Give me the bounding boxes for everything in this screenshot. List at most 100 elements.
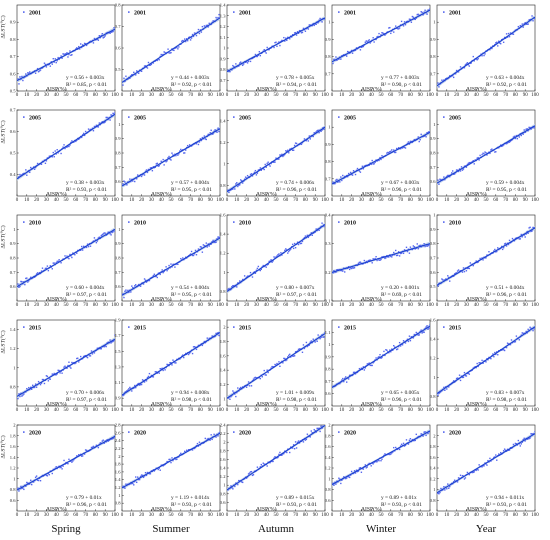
data-point <box>274 41 276 44</box>
data-point <box>293 355 296 357</box>
data-point <box>146 376 149 379</box>
data-point <box>461 169 464 171</box>
x-tick-label: 90 <box>523 303 529 308</box>
data-point <box>398 27 401 29</box>
data-point <box>344 271 346 273</box>
data-point <box>211 240 213 243</box>
data-point <box>352 170 355 172</box>
x-tick-label: 90 <box>523 513 529 518</box>
data-point <box>20 280 22 283</box>
data-point <box>241 180 243 182</box>
data-point <box>532 433 534 435</box>
panel-year-label: 2005 <box>239 116 251 122</box>
data-point <box>180 257 182 260</box>
data-point <box>350 470 353 473</box>
x-axis-label: AISP(%) <box>256 191 277 198</box>
data-point <box>449 280 451 282</box>
data-point <box>23 172 25 175</box>
data-point <box>415 17 417 19</box>
data-point <box>490 149 492 151</box>
x-tick-label: 50 <box>379 408 385 413</box>
data-point <box>310 232 312 234</box>
data-point <box>22 487 24 489</box>
data-point <box>28 72 30 74</box>
x-tick-label: 0 <box>226 408 229 413</box>
data-point <box>98 236 101 238</box>
data-point <box>176 458 178 460</box>
data-point <box>144 65 147 67</box>
data-point <box>503 243 506 245</box>
data-point <box>459 170 462 172</box>
x-tick-label: 40 <box>54 513 60 518</box>
data-point <box>315 228 317 230</box>
y-tick-label: 0.6 <box>10 498 16 503</box>
data-point <box>88 355 91 357</box>
data-point <box>159 273 161 276</box>
data-point <box>99 348 101 350</box>
data-point <box>391 30 393 32</box>
x-tick-label: 70 <box>83 93 89 98</box>
data-point <box>423 431 425 433</box>
data-point <box>167 157 169 159</box>
y-tick-label: 0.8 <box>220 491 226 496</box>
x-tick-label: 0 <box>436 408 439 413</box>
data-point <box>314 231 316 233</box>
legend-marker <box>338 116 340 118</box>
data-point <box>281 254 283 256</box>
x-tick-label: 60 <box>283 93 289 98</box>
data-point <box>188 352 191 354</box>
x-tick-label: 100 <box>111 198 119 203</box>
data-point <box>453 479 456 481</box>
data-point <box>96 125 99 128</box>
x-tick-label: 70 <box>188 303 194 308</box>
data-point <box>273 457 275 459</box>
data-point <box>396 348 399 350</box>
data-point <box>155 371 157 373</box>
data-point <box>45 267 48 269</box>
data-point <box>199 138 202 140</box>
data-point <box>461 271 464 273</box>
data-point <box>401 344 404 346</box>
data-point <box>320 425 322 427</box>
x-tick-label: 60 <box>388 303 394 308</box>
data-point <box>18 83 20 85</box>
data-point <box>322 336 324 338</box>
data-point <box>397 147 400 149</box>
x-tick-label: 0 <box>121 198 124 203</box>
x-tick-label: 10 <box>129 198 135 203</box>
data-point <box>520 134 522 137</box>
data-point <box>417 136 419 138</box>
x-tick-label: 40 <box>474 198 480 203</box>
data-point <box>301 351 304 354</box>
data-point <box>300 32 303 34</box>
x-axis-label: AISP(%) <box>466 191 487 198</box>
data-point <box>308 344 311 346</box>
x-tick-label: 10 <box>129 303 135 308</box>
data-point <box>240 179 242 181</box>
regression-stats: R² = 0.85, p < 0.01 <box>66 82 107 88</box>
data-point <box>342 174 344 177</box>
data-point <box>274 161 276 163</box>
data-point <box>70 54 72 57</box>
data-point <box>532 226 534 229</box>
x-tick-label: 90 <box>418 303 424 308</box>
data-point <box>104 35 106 37</box>
data-point <box>418 334 420 336</box>
data-point <box>337 181 339 183</box>
x-axis-label: AISP(%) <box>466 401 487 408</box>
data-point <box>61 468 63 470</box>
data-point <box>241 278 244 281</box>
data-point <box>80 249 82 252</box>
data-point <box>409 246 412 248</box>
data-point <box>483 153 485 155</box>
data-point <box>69 50 71 52</box>
regression-stats: R² = 0.92, p < 0.01 <box>171 82 212 88</box>
data-point <box>380 34 382 36</box>
data-point <box>500 245 503 248</box>
data-point <box>210 23 212 26</box>
data-point <box>498 40 500 42</box>
y-tick-label: 2.6 <box>115 430 121 435</box>
data-point <box>393 149 395 151</box>
data-point <box>395 151 397 154</box>
data-point <box>243 275 246 277</box>
